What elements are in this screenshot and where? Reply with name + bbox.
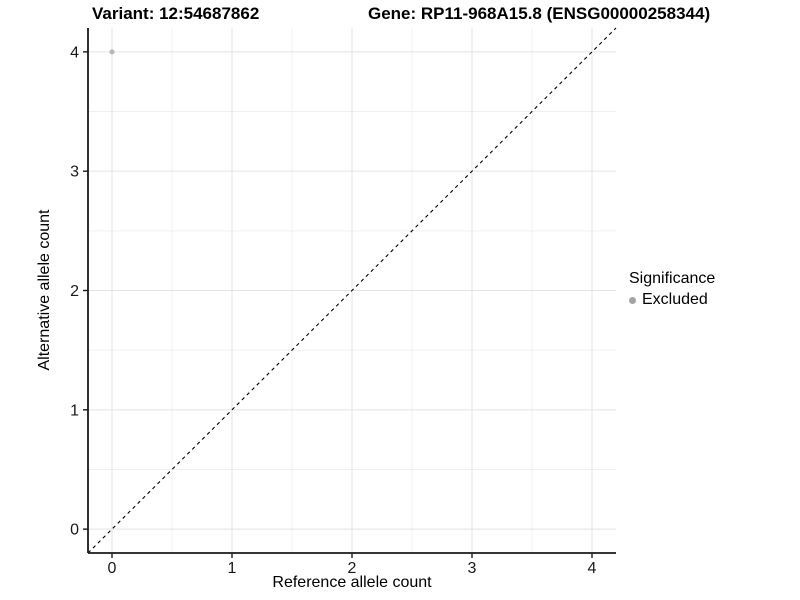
legend-title: Significance: [629, 270, 716, 287]
variant-title: Variant: 12:54687862: [92, 4, 260, 23]
y-tick-label: 1: [70, 402, 79, 419]
y-tick-label: 4: [70, 44, 79, 61]
x-axis-title: Reference allele count: [272, 574, 432, 591]
data-point: [109, 49, 115, 55]
legend-key-dot-icon: [629, 296, 636, 304]
identity-line: [87, 27, 617, 554]
legend-item-label: Excluded: [642, 291, 708, 308]
y-tick-label: 0: [70, 522, 79, 539]
x-tick-label: 3: [468, 560, 477, 577]
y-tick-label: 2: [70, 283, 79, 300]
x-tick-label: 1: [228, 560, 237, 577]
x-tick-label: 4: [588, 560, 597, 577]
x-tick-label: 0: [108, 560, 117, 577]
y-axis-title: Alternative allele count: [36, 209, 53, 371]
y-tick-label: 3: [70, 164, 79, 181]
gene-title: Gene: RP11-968A15.8 (ENSG00000258344): [368, 4, 711, 23]
legend-item-excluded: Excluded: [629, 291, 715, 309]
legend: Significance Excluded: [629, 270, 715, 309]
x-tick-label: 2: [348, 560, 357, 577]
